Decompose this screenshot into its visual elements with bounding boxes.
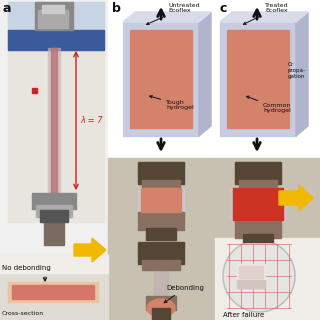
Bar [130,30,192,128]
Bar [146,228,176,240]
Bar [154,268,168,298]
Text: Common
hydrogel: Common hydrogel [247,96,292,113]
Text: b: b [112,2,121,15]
Bar [8,2,104,50]
Text: Treated
Ecoflex: Treated Ecoflex [244,3,289,24]
Polygon shape [123,12,211,22]
Polygon shape [220,12,308,22]
Bar [146,296,176,310]
Bar [235,220,281,238]
Bar [0,255,108,273]
Bar [32,193,76,209]
Bar [108,158,215,238]
Bar [138,188,184,212]
Text: After failure: After failure [223,312,264,318]
Bar [8,282,98,302]
Bar [0,255,108,320]
Bar [235,162,281,184]
Bar [230,188,286,220]
Bar [48,48,60,193]
Polygon shape [74,238,106,262]
Bar [239,266,263,278]
Bar [141,188,181,212]
Bar [8,30,104,50]
Bar [138,212,184,230]
Text: Debonding: Debonding [164,285,204,303]
Bar [36,205,72,217]
Bar [123,22,199,136]
Bar [42,5,64,13]
Bar [38,10,68,28]
Bar [237,264,265,280]
Bar [108,238,215,320]
Text: No debonding: No debonding [2,265,51,271]
Bar [215,0,320,158]
Bar [35,2,73,30]
Text: Untreated
Ecoflex: Untreated Ecoflex [147,3,200,25]
Text: a: a [2,2,11,15]
Bar [152,308,170,320]
Bar [243,234,273,242]
Bar [51,48,57,193]
Polygon shape [199,12,211,136]
Bar [220,22,296,136]
Bar [215,238,320,320]
Text: Cross-section: Cross-section [2,311,44,316]
Bar [237,280,265,288]
Bar [215,158,320,238]
Bar [32,88,37,93]
Text: c: c [219,2,226,15]
Polygon shape [279,185,313,211]
Bar [138,242,184,264]
Bar [44,215,64,245]
Bar [142,260,180,270]
Bar [12,285,94,299]
Text: Tough
hydrogel: Tough hydrogel [150,96,194,110]
Bar [40,210,68,222]
Bar [233,188,283,220]
Bar [138,162,184,184]
Polygon shape [296,12,308,136]
Text: λ = 7: λ = 7 [80,116,103,124]
Bar [239,180,277,190]
Bar [227,30,289,128]
Bar [8,2,104,222]
Ellipse shape [147,299,175,317]
Bar [142,180,180,190]
Text: Cr
propa-
gation: Cr propa- gation [288,62,306,79]
Circle shape [223,240,295,312]
Bar [108,0,215,158]
